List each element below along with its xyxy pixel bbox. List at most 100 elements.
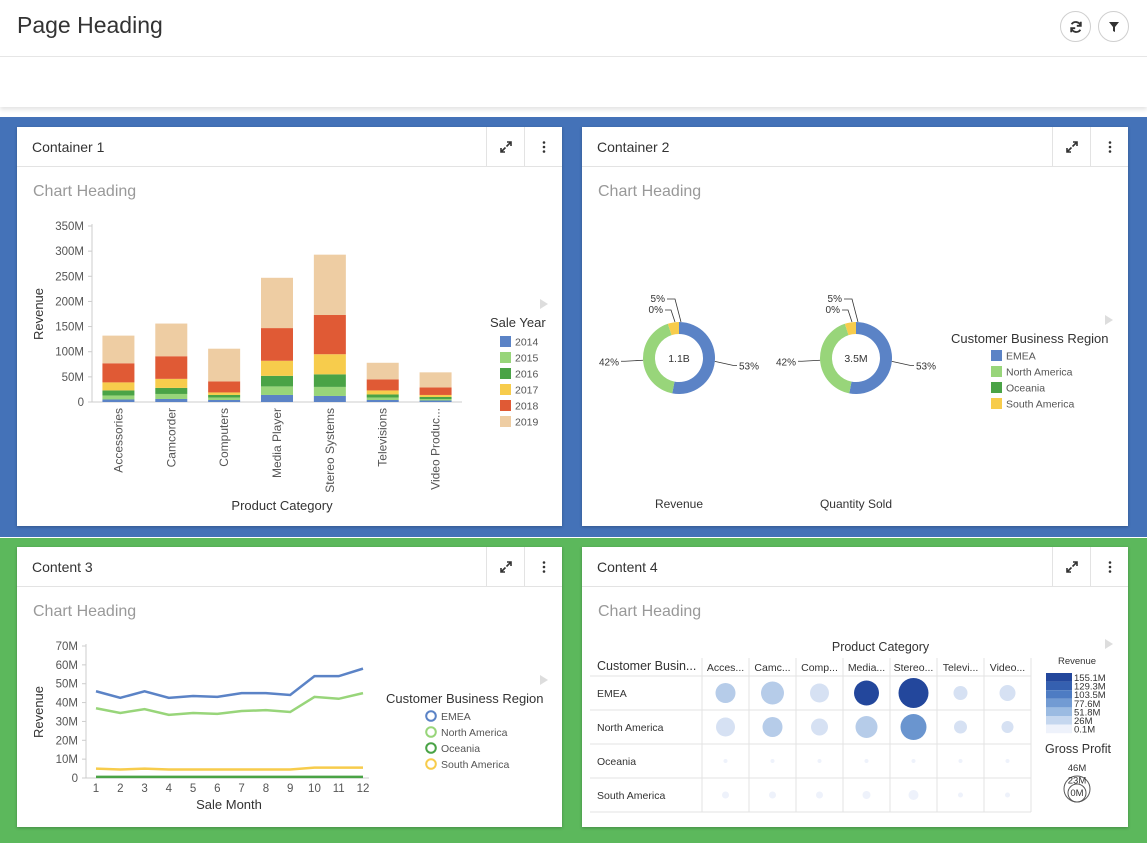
bubble (723, 759, 728, 763)
bubble-matrix-chart: Product Category Customer Busin... Acces..… (590, 639, 1113, 813)
x-axis-title: Sale Month (196, 797, 262, 812)
bubble (898, 678, 929, 708)
more-options-button[interactable] (1090, 547, 1128, 587)
label-leader (621, 359, 644, 362)
column-header: Camc... (754, 662, 790, 674)
column-header: Televi... (943, 662, 979, 674)
bar-segment (261, 277, 293, 329)
legend-swatch (500, 368, 511, 379)
more-options-button[interactable] (524, 127, 562, 167)
x-tick-label: 9 (287, 783, 293, 795)
more-vertical-icon (1108, 141, 1111, 153)
bar-segment (155, 398, 188, 402)
bubble (770, 759, 775, 763)
more-options-button[interactable] (524, 547, 562, 587)
bubble (864, 759, 869, 763)
legend-label: North America (1006, 367, 1073, 379)
row-title: Customer Busin... (597, 659, 696, 673)
x-tick-label: 4 (166, 783, 173, 795)
bubble (817, 759, 822, 763)
legend-swatch (991, 350, 1002, 361)
filter-button[interactable] (1098, 11, 1129, 42)
donut-charts: 1.1B53%42%0%5%Revenue3.5M53%42%0%5%Quant… (599, 294, 1113, 511)
label-leader (667, 298, 682, 323)
x-tick-label: Computers (217, 408, 231, 467)
bubble (911, 759, 916, 763)
bar-segment (313, 374, 346, 387)
y-tick-label: 30M (56, 716, 78, 728)
bubble (769, 791, 776, 799)
bubble (854, 680, 879, 706)
page-title: Page Heading (17, 12, 163, 38)
row-header: Oceania (597, 756, 636, 768)
bubble (999, 685, 1016, 701)
legend-title: Sale Year (490, 315, 546, 330)
size-legend-circle (1067, 783, 1087, 803)
bar-segment (366, 394, 399, 398)
bar-segment (208, 397, 241, 400)
legend-label: Oceania (1006, 383, 1045, 395)
y-tick-label: 200M (55, 296, 84, 308)
x-tick-label: 3 (141, 783, 147, 795)
legend-label: EMEA (441, 711, 471, 723)
bar-segment (261, 375, 293, 387)
bar-segment (366, 362, 399, 380)
y-axis-title: Revenue (31, 686, 46, 738)
x-tick-label: 2 (117, 783, 123, 795)
legend-marker (425, 758, 437, 770)
series-line (95, 691, 364, 717)
bar-segment (155, 378, 188, 388)
size-legend-label: 0M (1070, 788, 1083, 799)
refresh-button[interactable] (1060, 11, 1091, 42)
legend-title: Customer Business Region (951, 331, 1109, 346)
donut-center-value: 3.5M (844, 353, 867, 365)
bar-segment (313, 254, 346, 316)
y-tick-label: 0 (72, 773, 78, 785)
bubble (953, 686, 968, 700)
bubble (715, 683, 736, 703)
expand-button[interactable] (486, 127, 524, 167)
column-header: Stereo... (894, 662, 934, 674)
card-title: Content 4 (597, 559, 658, 575)
bubble (810, 683, 829, 703)
bar-segment (366, 390, 399, 395)
label-leader (844, 298, 859, 323)
bubble (816, 791, 823, 799)
color-legend-swatch (1046, 716, 1072, 725)
bar-segment (155, 323, 188, 357)
color-legend-label: 77.6M (1074, 699, 1100, 710)
bar-segment (366, 399, 399, 402)
more-options-button[interactable] (1090, 127, 1128, 167)
expand-button[interactable] (1052, 127, 1090, 167)
refresh-icon (1069, 20, 1082, 33)
legend-swatch (500, 352, 511, 363)
pie-title: Quantity Sold (820, 497, 892, 511)
x-tick-label: 11 (333, 783, 345, 795)
y-tick-label: 350M (55, 221, 84, 233)
size-legend-label: 23M (1068, 776, 1087, 787)
column-header: Video... (990, 662, 1025, 674)
legend-marker (425, 710, 437, 722)
card-header: Container 1 (17, 127, 562, 167)
bar-segment (261, 360, 293, 376)
color-legend-swatch (1046, 681, 1072, 691)
x-tick-label: Video Produc... (429, 408, 443, 490)
pie-title: Revenue (655, 497, 703, 511)
x-tick-label: Camcorder (164, 408, 178, 467)
expand-button[interactable] (1052, 547, 1090, 587)
bar-segment (261, 394, 293, 402)
bubble (908, 790, 919, 800)
bar-segment (419, 400, 452, 402)
color-legend-label: 155.1M (1074, 673, 1106, 684)
expand-button[interactable] (486, 547, 524, 587)
color-legend-title: Revenue (1058, 656, 1096, 667)
bar-segment (102, 395, 135, 400)
column-header: Comp... (801, 662, 838, 674)
donut-slice (849, 322, 892, 394)
size-legend-label: 46M (1068, 763, 1087, 774)
bar-segment (208, 399, 241, 402)
donut-slice (643, 323, 675, 394)
color-legend-swatch (1046, 698, 1072, 708)
label-leader (842, 309, 853, 323)
expand-icon (1065, 561, 1078, 573)
